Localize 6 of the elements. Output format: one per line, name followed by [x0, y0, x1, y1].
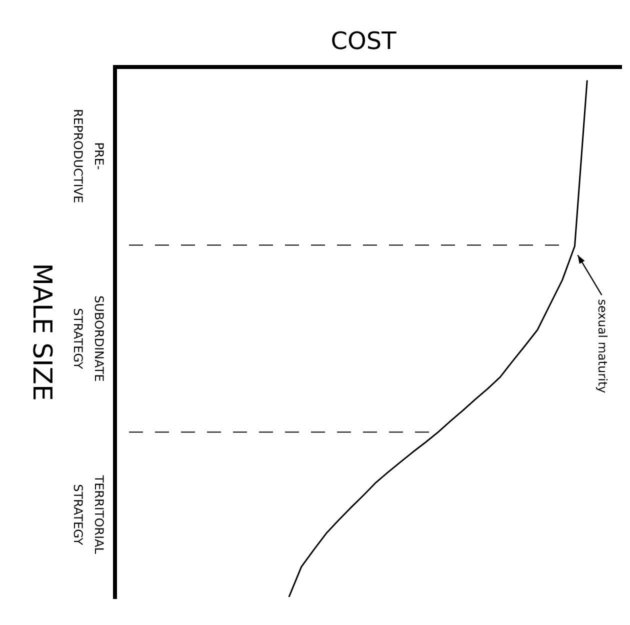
text: TERRITORIAL STRATEGY — [70, 474, 106, 554]
x-axis-title: COST — [330, 27, 397, 56]
y-axis-title: MALE SIZE — [26, 263, 56, 401]
annotation: sexual maturity — [596, 299, 610, 394]
text: PRE- REPRODUCTIVE — [70, 109, 106, 204]
text: SUBORDINATE STRATEGY — [70, 296, 106, 382]
